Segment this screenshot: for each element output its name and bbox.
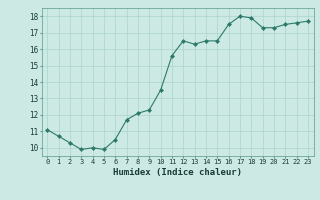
X-axis label: Humidex (Indice chaleur): Humidex (Indice chaleur) bbox=[113, 168, 242, 177]
